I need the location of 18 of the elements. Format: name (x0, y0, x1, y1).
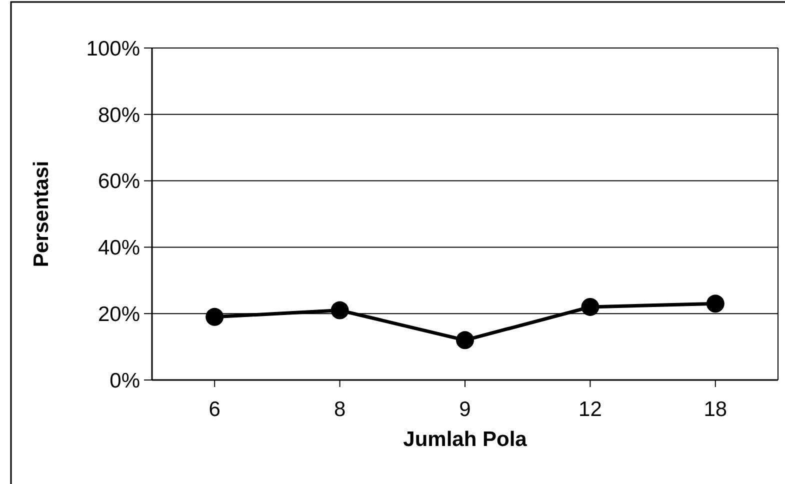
y-tick-label: 0% (110, 369, 140, 392)
y-tick-label: 100% (86, 37, 140, 60)
x-tick-label: 6 (208, 398, 220, 421)
y-tick-label: 80% (98, 104, 140, 127)
x-tick-label: 8 (334, 398, 346, 421)
point (456, 331, 474, 350)
x-tick-label: 9 (459, 398, 471, 421)
y-axis-title: Persentasi (30, 160, 53, 268)
y-tick-label: 60% (98, 170, 140, 194)
y-tick-label: 20% (98, 302, 140, 326)
x-tick-label: 12 (578, 398, 602, 421)
point (706, 294, 724, 313)
x-tick-label: 18 (704, 398, 728, 421)
x-axis-title: Jumlah Pola (403, 428, 528, 451)
y-tick-label: 40% (98, 236, 140, 260)
point (206, 308, 224, 326)
point (581, 298, 600, 316)
point (330, 301, 349, 320)
